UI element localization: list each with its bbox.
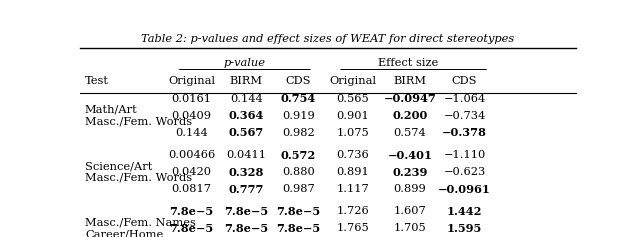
Text: 7.8e−5: 7.8e−5 — [224, 206, 268, 217]
Text: −1.110: −1.110 — [444, 150, 486, 160]
Text: Original: Original — [168, 76, 215, 86]
Text: 0.328: 0.328 — [228, 167, 264, 178]
Text: 0.574: 0.574 — [394, 128, 426, 138]
Text: 7.8e−5: 7.8e−5 — [224, 223, 268, 234]
Text: 0.364: 0.364 — [228, 110, 264, 121]
Text: 1.705: 1.705 — [394, 223, 426, 233]
Text: 0.891: 0.891 — [337, 167, 369, 177]
Text: 0.00466: 0.00466 — [168, 150, 215, 160]
Text: CDS: CDS — [452, 76, 477, 86]
Text: 0.987: 0.987 — [282, 184, 315, 194]
Text: −0.378: −0.378 — [442, 127, 487, 138]
Text: 1.075: 1.075 — [337, 128, 369, 138]
Text: 1.442: 1.442 — [447, 206, 482, 217]
Text: 0.901: 0.901 — [337, 111, 369, 121]
Text: 0.0161: 0.0161 — [172, 94, 212, 104]
Text: −0.401: −0.401 — [387, 150, 433, 161]
Text: −0.734: −0.734 — [444, 111, 486, 121]
Text: 0.565: 0.565 — [337, 94, 369, 104]
Text: 0.754: 0.754 — [280, 93, 316, 104]
Text: Masc./Fem. Names
Career/Home: Masc./Fem. Names Career/Home — [85, 218, 196, 237]
Text: 1.607: 1.607 — [394, 206, 426, 216]
Text: p-value: p-value — [224, 58, 266, 68]
Text: Science/Art
Masc./Fem. Words: Science/Art Masc./Fem. Words — [85, 161, 192, 183]
Text: 0.0411: 0.0411 — [226, 150, 266, 160]
Text: Table 2: p-values and effect sizes of WEAT for direct stereotypes: Table 2: p-values and effect sizes of WE… — [141, 34, 515, 44]
Text: 0.899: 0.899 — [394, 184, 426, 194]
Text: 0.777: 0.777 — [228, 183, 264, 195]
Text: 0.0420: 0.0420 — [172, 167, 212, 177]
Text: Math/Art
Masc./Fem. Words: Math/Art Masc./Fem. Words — [85, 105, 192, 127]
Text: 0.919: 0.919 — [282, 111, 315, 121]
Text: 0.239: 0.239 — [392, 167, 428, 178]
Text: 0.982: 0.982 — [282, 128, 315, 138]
Text: Original: Original — [330, 76, 376, 86]
Text: 0.736: 0.736 — [337, 150, 369, 160]
Text: 7.8e−5: 7.8e−5 — [276, 223, 320, 234]
Text: 0.200: 0.200 — [392, 110, 428, 121]
Text: 7.8e−5: 7.8e−5 — [170, 206, 214, 217]
Text: 1.117: 1.117 — [337, 184, 369, 194]
Text: 1.726: 1.726 — [337, 206, 369, 216]
Text: −0.0947: −0.0947 — [383, 93, 436, 104]
Text: 7.8e−5: 7.8e−5 — [170, 223, 214, 234]
Text: 0.880: 0.880 — [282, 167, 315, 177]
Text: BIRM: BIRM — [394, 76, 426, 86]
Text: CDS: CDS — [285, 76, 311, 86]
Text: 0.0409: 0.0409 — [172, 111, 212, 121]
Text: 0.144: 0.144 — [175, 128, 208, 138]
Text: −0.0961: −0.0961 — [438, 183, 491, 195]
Text: 0.572: 0.572 — [280, 150, 316, 161]
Text: 0.0817: 0.0817 — [172, 184, 212, 194]
Text: 1.595: 1.595 — [447, 223, 482, 234]
Text: 0.567: 0.567 — [228, 127, 264, 138]
Text: 0.144: 0.144 — [230, 94, 262, 104]
Text: Effect size: Effect size — [378, 58, 439, 68]
Text: Test: Test — [85, 76, 109, 86]
Text: −1.064: −1.064 — [444, 94, 486, 104]
Text: 1.765: 1.765 — [337, 223, 369, 233]
Text: 7.8e−5: 7.8e−5 — [276, 206, 320, 217]
Text: −0.623: −0.623 — [444, 167, 486, 177]
Text: BIRM: BIRM — [230, 76, 262, 86]
